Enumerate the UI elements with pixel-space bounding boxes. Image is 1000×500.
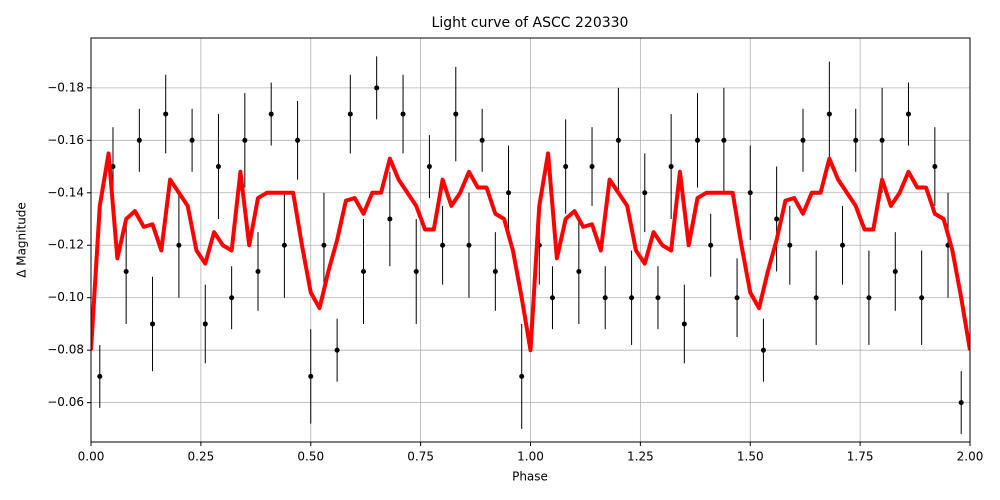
x-axis-label: Phase [512,470,548,484]
data-point [826,111,832,117]
data-point [905,111,911,117]
data-point [440,242,446,248]
y-tick-label: −0.06 [47,395,84,409]
data-point [708,242,714,248]
data-point [519,373,525,379]
data-point [721,137,727,143]
x-tick-label: 1.00 [517,450,544,464]
data-point [549,295,555,301]
data-point [176,242,182,248]
data-point [295,137,301,143]
x-tick-label: 0.50 [297,450,324,464]
data-point [413,268,419,274]
data-point [123,268,129,274]
ticks: 0.00 0.25 0.50 0.75 1.00 1.25 1.50 1.75 2.00 −0.0… [47,80,983,463]
y-tick-label: −0.14 [47,185,84,199]
data-point [589,164,595,170]
data-point [655,295,661,301]
data-point [360,268,366,274]
data-point [866,295,872,301]
x-tick-label: 0.00 [78,450,105,464]
data-point [189,137,195,143]
data-point [150,321,156,327]
data-point [853,137,859,143]
data-point [387,216,393,222]
data-point [334,347,340,353]
data-point [492,268,498,274]
data-point [563,164,569,170]
grid [90,38,971,442]
binned-curve [91,151,970,353]
data-point [202,321,208,327]
x-tick-label: 2.00 [957,450,984,464]
data-point [426,164,432,170]
data-point [215,164,221,170]
y-axis-label: Δ Magnitude [15,202,29,278]
data-point [958,400,964,406]
data-point [760,347,766,353]
data-point [506,190,512,196]
data-point [136,137,142,143]
x-tick-label: 1.25 [627,450,654,464]
data-point [747,190,753,196]
data-point [453,111,459,117]
x-tick-label: 1.50 [737,450,764,464]
data-point [840,242,846,248]
x-tick-label: 0.25 [188,450,215,464]
y-tick-label: −0.12 [47,238,84,252]
data-point [695,137,701,143]
data-point [892,268,898,274]
x-tick-label: 0.75 [407,450,434,464]
data-point [321,242,327,248]
data-point [400,111,406,117]
y-tick-label: −0.18 [47,80,84,94]
data-point [576,268,582,274]
data-point [97,373,103,379]
data-point [681,321,687,327]
data-point [629,295,635,301]
data-point [615,137,621,143]
y-tick-label: −0.08 [47,343,84,357]
data-point [602,295,608,301]
data-point [774,216,780,222]
x-tick-label: 1.75 [847,450,874,464]
data-point [308,373,314,379]
data-point [932,164,938,170]
data-point [800,137,806,143]
data-point [163,111,169,117]
data-point [229,295,235,301]
data-point [879,137,885,143]
data-point [466,242,472,248]
data-point [813,295,819,301]
data-point [281,242,287,248]
data-point [642,190,648,196]
data-point [734,295,740,301]
data-point [668,164,674,170]
y-tick-label: −0.16 [47,133,84,147]
data-point [268,111,274,117]
chart-title: Light curve of ASCC 220330 [432,15,629,31]
data-point [347,111,353,117]
data-point [255,268,261,274]
data-point [374,85,380,91]
plot-area [91,56,970,435]
data-point [787,242,793,248]
data-point [919,295,925,301]
data-point [242,137,248,143]
data-point [479,137,485,143]
y-tick-label: −0.10 [47,290,84,304]
